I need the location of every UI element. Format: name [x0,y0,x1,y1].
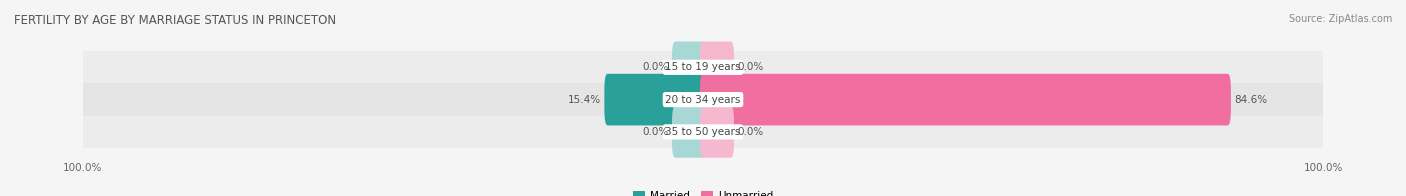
FancyBboxPatch shape [700,106,734,158]
FancyBboxPatch shape [672,106,706,158]
Text: Source: ZipAtlas.com: Source: ZipAtlas.com [1288,14,1392,24]
Text: 0.0%: 0.0% [643,62,669,72]
Text: 0.0%: 0.0% [737,62,763,72]
FancyBboxPatch shape [700,74,1230,125]
Text: FERTILITY BY AGE BY MARRIAGE STATUS IN PRINCETON: FERTILITY BY AGE BY MARRIAGE STATUS IN P… [14,14,336,27]
Text: 84.6%: 84.6% [1234,95,1267,105]
Text: 35 to 50 years: 35 to 50 years [665,127,741,137]
Text: 15 to 19 years: 15 to 19 years [665,62,741,72]
Bar [83,83,1323,116]
FancyBboxPatch shape [605,74,706,125]
Text: 20 to 34 years: 20 to 34 years [665,95,741,105]
Text: 0.0%: 0.0% [737,127,763,137]
FancyBboxPatch shape [672,42,706,93]
Text: 0.0%: 0.0% [643,127,669,137]
Legend: Married, Unmarried: Married, Unmarried [628,186,778,196]
Text: 15.4%: 15.4% [568,95,602,105]
Bar [83,51,1323,83]
FancyBboxPatch shape [700,42,734,93]
Bar [83,116,1323,148]
